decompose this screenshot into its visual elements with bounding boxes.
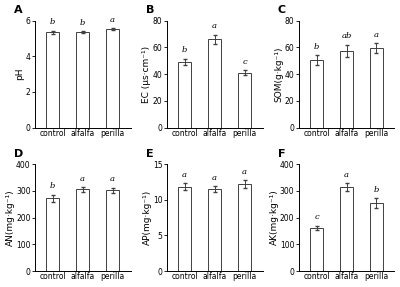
Bar [106, 190, 119, 271]
Text: c: c [314, 213, 319, 221]
Text: b: b [374, 186, 379, 194]
Bar [46, 32, 59, 127]
Bar [340, 51, 353, 127]
Bar [310, 60, 323, 127]
Bar [76, 32, 89, 127]
Bar [208, 189, 221, 271]
Bar [340, 187, 353, 271]
Text: a: a [110, 175, 115, 183]
Text: E: E [146, 149, 153, 159]
Y-axis label: EC (μs·cm⁻¹): EC (μs·cm⁻¹) [142, 46, 151, 103]
Text: D: D [14, 149, 23, 159]
Bar [76, 189, 89, 271]
Bar [310, 228, 323, 271]
Text: b: b [182, 46, 187, 55]
Text: A: A [14, 5, 22, 15]
Text: a: a [80, 174, 85, 183]
Y-axis label: AP(mg·kg⁻¹): AP(mg·kg⁻¹) [142, 190, 152, 245]
Text: ab: ab [341, 32, 352, 40]
Text: b: b [314, 43, 319, 51]
Text: b: b [50, 18, 55, 26]
Bar [178, 62, 191, 127]
Text: a: a [212, 22, 217, 30]
Y-axis label: AK(mg·kg⁻¹): AK(mg·kg⁻¹) [270, 190, 278, 245]
Bar [178, 187, 191, 271]
Text: a: a [242, 168, 247, 176]
Bar [370, 48, 383, 127]
Text: a: a [344, 170, 349, 179]
Bar [238, 73, 251, 127]
Y-axis label: pH: pH [15, 68, 24, 80]
Text: b: b [50, 182, 55, 190]
Bar [106, 29, 119, 127]
Text: C: C [278, 5, 286, 15]
Text: B: B [146, 5, 154, 15]
Text: a: a [212, 174, 217, 182]
Text: a: a [182, 171, 187, 179]
Bar [46, 198, 59, 271]
Text: a: a [110, 16, 115, 24]
Text: b: b [80, 19, 85, 27]
Bar [238, 184, 251, 271]
Bar [208, 39, 221, 127]
Text: a: a [374, 31, 379, 39]
Y-axis label: SOM(g·kg⁻¹): SOM(g·kg⁻¹) [274, 46, 283, 102]
Text: c: c [242, 58, 247, 66]
Text: F: F [278, 149, 285, 159]
Bar [370, 203, 383, 271]
Y-axis label: AN(mg·kg⁻¹): AN(mg·kg⁻¹) [6, 189, 14, 246]
